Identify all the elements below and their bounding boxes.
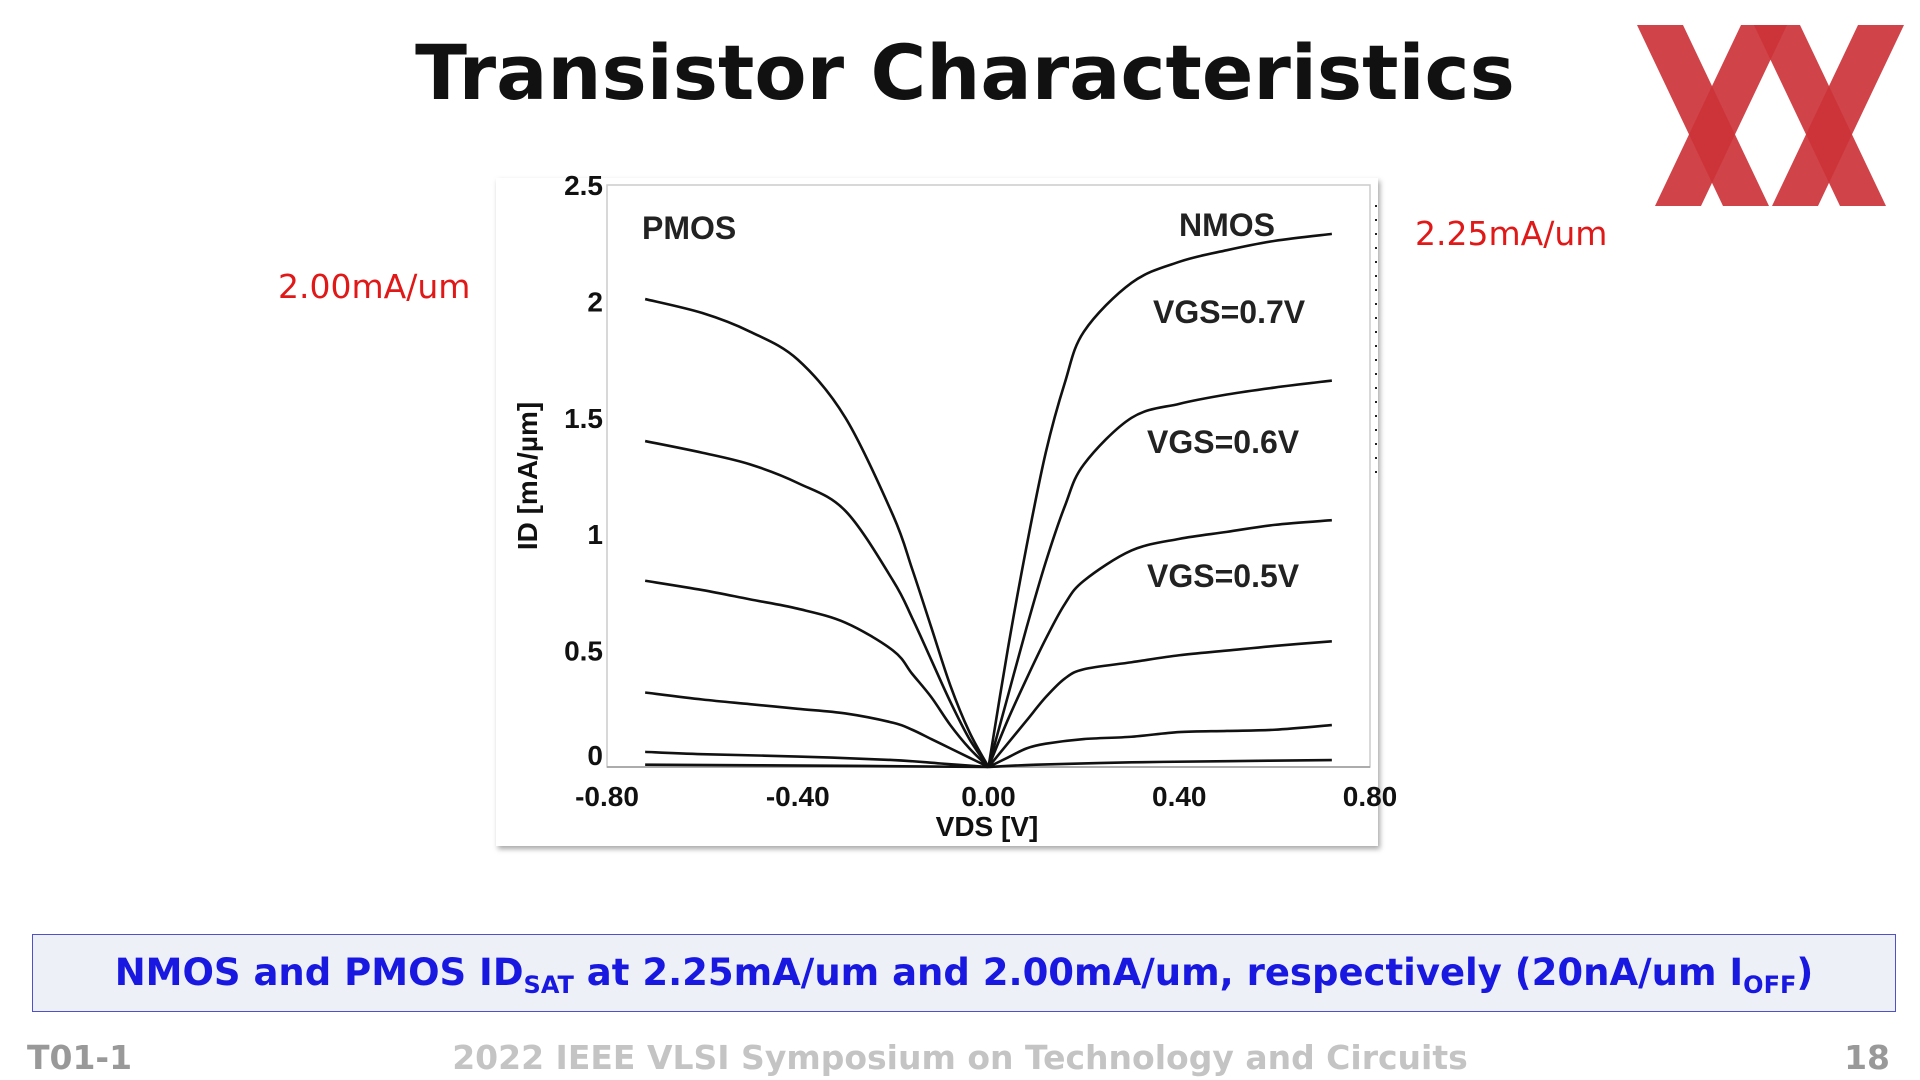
summary-box: NMOS and PMOS IDSAT at 2.25mA/um and 2.0… <box>32 934 1896 1012</box>
x-tick-label: 0.80 <box>1343 781 1398 812</box>
y-tick-label: 0.5 <box>564 636 603 667</box>
summary-sub-sat: SAT <box>523 971 574 999</box>
iv-curve-pmos-3 <box>644 579 990 768</box>
pmos-label: PMOS <box>642 210 736 246</box>
y-tick-label: 1.5 <box>564 403 603 434</box>
x-tick-label: -0.80 <box>575 781 639 812</box>
vgs-0.6-label: VGS=0.6V <box>1147 424 1300 460</box>
footer-page-number: 18 <box>1844 1038 1890 1077</box>
summary-text-2: at 2.25mA/um and 2.00mA/um, respectively… <box>573 951 1744 994</box>
nmos-idsat-annotation: 2.25mA/um <box>1415 214 1608 253</box>
conference-logo <box>1637 25 1904 206</box>
slide-title: Transistor Characteristics <box>415 28 1515 117</box>
iv-curve-pmos-2 <box>644 439 990 768</box>
plot-frame <box>606 184 1371 768</box>
iv-curve-nmos-4 <box>987 639 1332 768</box>
summary-text: NMOS and PMOS ID <box>114 951 524 994</box>
y-tick-label: 1 <box>587 519 603 550</box>
iv-curve-nmos-6 <box>988 758 1332 769</box>
vgs-0.5-label: VGS=0.5V <box>1147 558 1300 594</box>
y-tick-label: 2.5 <box>564 170 603 201</box>
x-tick-label: -0.40 <box>766 781 830 812</box>
x-tick-label: 0.40 <box>1152 781 1207 812</box>
summary-sub-off: OFF <box>1743 971 1797 999</box>
iv-curve-nmos-1 <box>987 232 1333 768</box>
iv-curve-pmos-5 <box>645 750 989 769</box>
footer-session-id: T01-1 <box>27 1038 133 1077</box>
iv-curve-pmos-1 <box>644 297 990 768</box>
iv-curve-nmos-5 <box>987 723 1332 769</box>
footer-conference: 2022 IEEE VLSI Symposium on Technology a… <box>452 1038 1468 1077</box>
nmos-label: NMOS <box>1179 207 1275 243</box>
chart-panel <box>496 178 1378 846</box>
iv-curve-pmos-6 <box>645 763 989 769</box>
y-tick-label: 0 <box>587 740 603 771</box>
x-axis-label: VDS [V] <box>936 811 1039 842</box>
x-tick-label: 0.00 <box>961 781 1016 812</box>
pmos-idsat-annotation: 2.00mA/um <box>278 267 471 306</box>
iv-curve-pmos-4 <box>644 691 990 769</box>
summary-text-3: ) <box>1796 951 1814 994</box>
y-tick-label: 2 <box>587 286 603 317</box>
y-axis-label: ID [mA/µm] <box>512 402 543 550</box>
vgs-0.7-label: VGS=0.7V <box>1153 294 1306 330</box>
iv-curve-nmos-3 <box>987 518 1332 768</box>
iv-curve-nmos-2 <box>987 379 1333 768</box>
